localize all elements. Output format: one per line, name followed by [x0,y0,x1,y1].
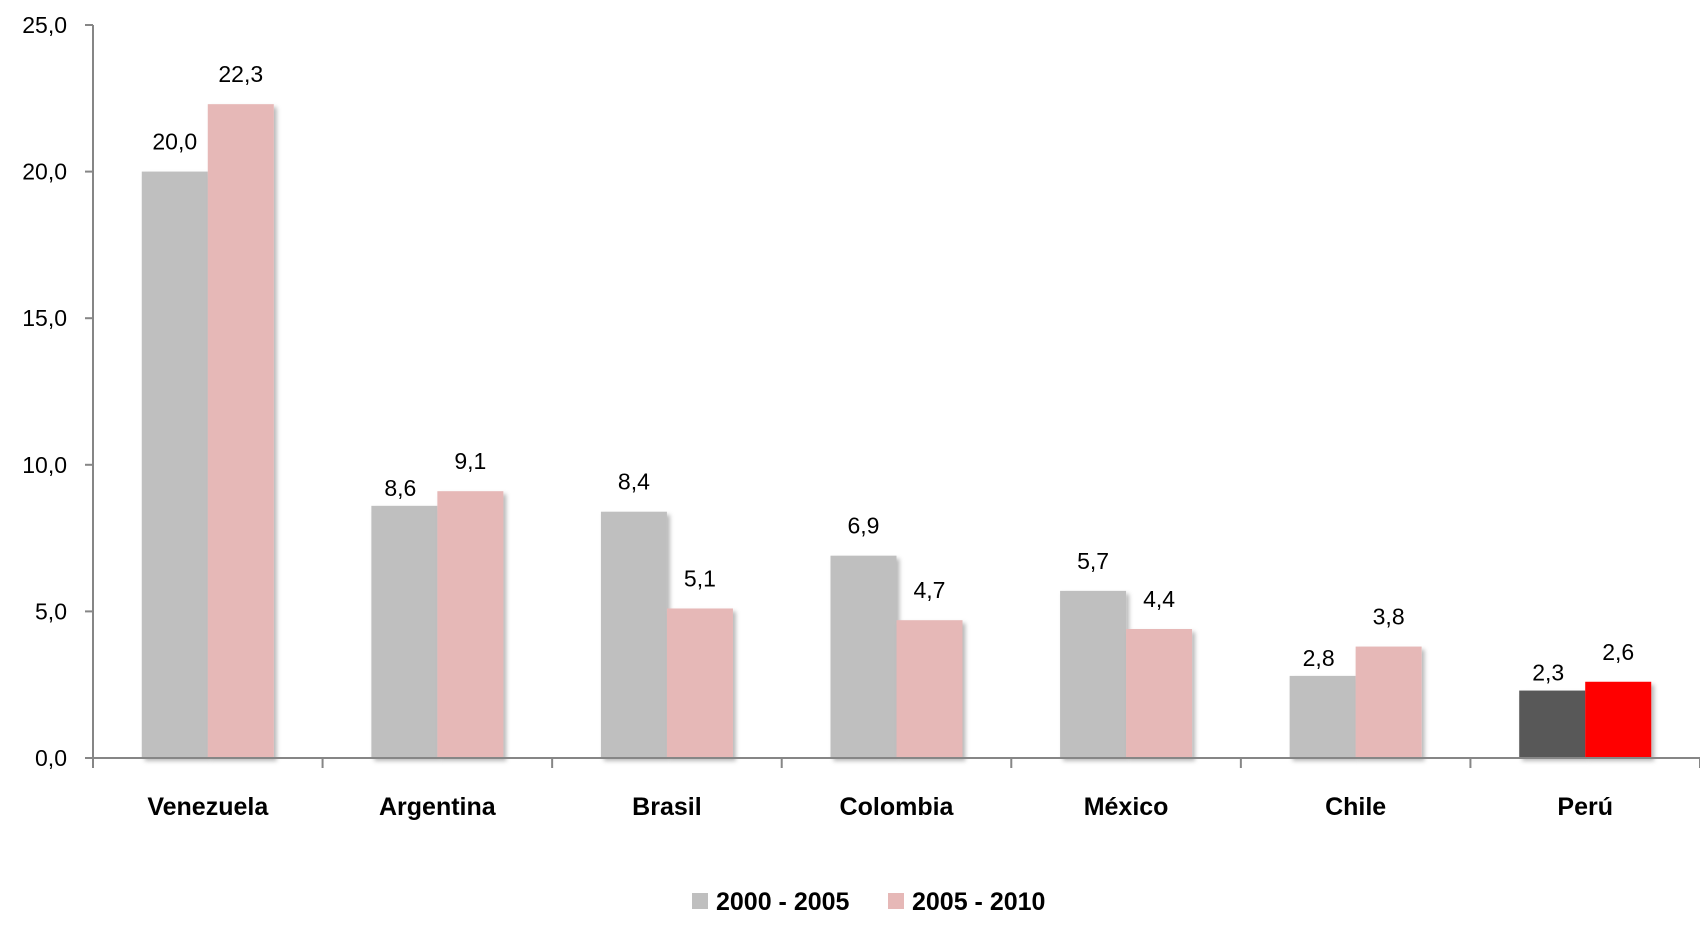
data-label: 8,4 [618,469,650,495]
bar-venezuela-series-2 [207,104,274,758]
bar-chile-series-2 [1355,646,1422,758]
x-category-label: México [1084,793,1169,821]
y-tick-label: 0,0 [35,745,67,771]
data-label: 2,3 [1532,660,1564,686]
data-label: 4,7 [914,577,946,603]
bar-colombia-series-1 [830,555,897,758]
legend-swatch [692,893,708,909]
data-label: 4,4 [1143,586,1175,612]
bars-group [141,104,1652,759]
x-category-label: Perú [1557,793,1613,821]
legend-label: 2000 - 2005 [716,888,850,916]
bar-peru-series-1 [1519,690,1586,758]
data-label: 6,9 [848,513,880,539]
legend-label: 2005 - 2010 [912,888,1045,916]
y-tick-label: 20,0 [22,159,67,185]
data-label: 5,1 [684,565,716,591]
legend-swatch [888,893,904,909]
x-axis-ticks [92,758,1700,768]
data-label: 2,8 [1303,645,1335,671]
data-label: 5,7 [1077,548,1109,574]
axes-group [92,25,1700,759]
x-category-label: Brasil [632,793,701,821]
bar-mexico-series-2 [1126,628,1193,758]
data-label: 8,6 [384,475,416,501]
bar-colombia-series-2 [896,620,963,758]
x-category-label: Argentina [379,793,497,821]
data-label: 22,3 [218,61,263,87]
data-label: 20,0 [152,129,197,155]
legend: 2000 - 2005 2005 - 2010 [692,888,1045,916]
y-axis-ticks: 0,0 5,0 10,0 15,0 20,0 25,0 [22,12,93,771]
x-category-label: Chile [1325,793,1386,821]
bar-brasil-series-1 [600,511,667,758]
data-label: 9,1 [454,448,486,474]
x-category-label: Colombia [840,793,955,821]
bar-argentina-series-1 [371,505,438,758]
bar-chile-series-1 [1289,675,1356,758]
data-label: 3,8 [1373,604,1405,630]
x-category-label: Venezuela [147,793,269,821]
bar-venezuela-series-1 [141,171,208,759]
bar-brasil-series-2 [666,608,733,758]
data-labels-group: 20,0 22,3 8,6 9,1 8,4 5,1 6,9 4,7 5,7 4,4 2,8 3,8 2,… [152,61,1634,685]
category-labels-group: Venezuela Argentina Brasil Colombia México Ch… [147,793,1613,821]
bar-argentina-series-2 [437,491,504,758]
y-tick-label: 15,0 [22,305,67,331]
y-tick-label: 25,0 [22,12,67,38]
y-tick-label: 10,0 [22,452,67,478]
data-label: 2,6 [1602,639,1634,665]
bar-peru-series-2 [1585,681,1652,758]
y-tick-label: 5,0 [35,598,67,624]
bar-mexico-series-1 [1060,590,1127,758]
